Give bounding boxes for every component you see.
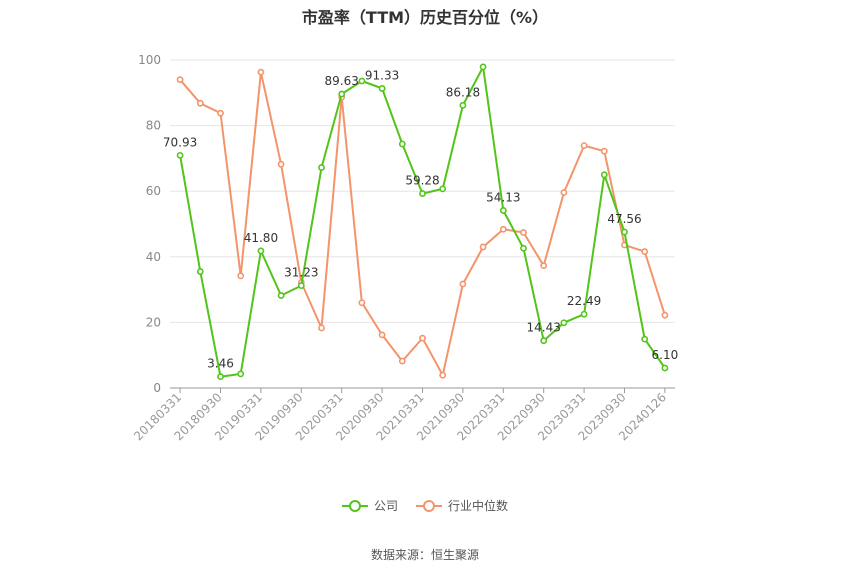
data-point (621, 228, 628, 236)
data-point (217, 373, 224, 381)
data-point (439, 371, 447, 379)
data-point (277, 292, 285, 299)
y-tick-label: 0 (153, 381, 161, 395)
data-point (479, 63, 487, 71)
data-point (257, 247, 265, 255)
data-point (257, 68, 265, 76)
data-label: 54.13 (486, 190, 520, 204)
data-point (419, 190, 426, 197)
series-lines (176, 63, 669, 381)
data-point (540, 337, 548, 345)
legend-label-company: 公司 (373, 499, 398, 513)
data-point (237, 370, 245, 378)
data-point (398, 357, 406, 365)
data-point (439, 185, 447, 193)
data-label: 89.63 (325, 74, 359, 88)
data-point (237, 272, 245, 280)
y-tick-label: 100 (138, 53, 161, 67)
data-point (580, 142, 588, 150)
data-point (378, 331, 386, 339)
legend-item-company[interactable]: 公司 (341, 497, 398, 514)
data-point (176, 76, 184, 84)
data-label: 22.49 (567, 294, 601, 308)
data-point (600, 147, 608, 155)
data-point (600, 171, 608, 179)
legend-swatch-industry-median (416, 499, 442, 513)
data-label: 6.10 (652, 348, 679, 362)
chart-title: 市盈率（TTM）历史百分位（%） (301, 8, 549, 27)
data-point (560, 189, 568, 196)
data-label: 70.93 (163, 135, 197, 149)
y-tick-label: 80 (146, 119, 161, 133)
y-tick-label: 60 (146, 184, 161, 198)
data-point (580, 310, 588, 318)
data-labels: 70.93 3.46 41.80 31.23 89.63 91.33 59.28 86.18 5… (163, 68, 678, 370)
data-point (398, 140, 406, 148)
series-industry-median (176, 68, 669, 379)
data-point (641, 248, 649, 255)
data-point (297, 282, 305, 289)
series-company (176, 63, 669, 381)
data-point (520, 244, 527, 252)
data-label: 59.28 (405, 174, 439, 188)
legend-label-industry-median: 行业中位数 (448, 499, 509, 513)
data-point (661, 364, 669, 372)
data-label: 14.43 (527, 321, 561, 335)
data-label: 3.46 (207, 357, 234, 371)
data-label: 41.80 (244, 231, 278, 245)
data-point (318, 164, 325, 171)
data-point (196, 268, 204, 275)
data-point (520, 229, 527, 236)
legend: 公司 行业中位数 (0, 497, 850, 514)
data-label: 31.23 (284, 266, 318, 280)
data-label: 86.18 (446, 85, 480, 99)
data-point (499, 225, 507, 233)
data-point (338, 90, 346, 98)
source-note: 数据来源：恒生聚源 (370, 548, 479, 562)
data-point (176, 151, 184, 159)
data-point (459, 101, 467, 109)
data-label: 47.56 (607, 212, 641, 226)
data-point (560, 319, 568, 327)
series-line (179, 65, 666, 378)
data-point (419, 334, 426, 342)
legend-swatch-company (341, 499, 368, 513)
data-point (479, 243, 487, 251)
data-point (499, 207, 507, 214)
data-point (217, 109, 224, 117)
data-point (277, 160, 285, 168)
data-point (318, 324, 325, 332)
data-point (378, 85, 386, 92)
y-tick-label: 40 (146, 250, 161, 264)
data-point (196, 99, 204, 107)
y-tick-label: 20 (146, 315, 161, 329)
data-point (661, 311, 669, 319)
data-label: 91.33 (365, 68, 399, 82)
data-point (358, 77, 366, 85)
data-point (459, 280, 467, 288)
data-point (358, 299, 366, 307)
legend-item-industry-median[interactable]: 行业中位数 (416, 497, 508, 514)
data-point (641, 335, 649, 343)
series-line (179, 71, 666, 377)
data-point (540, 262, 548, 270)
